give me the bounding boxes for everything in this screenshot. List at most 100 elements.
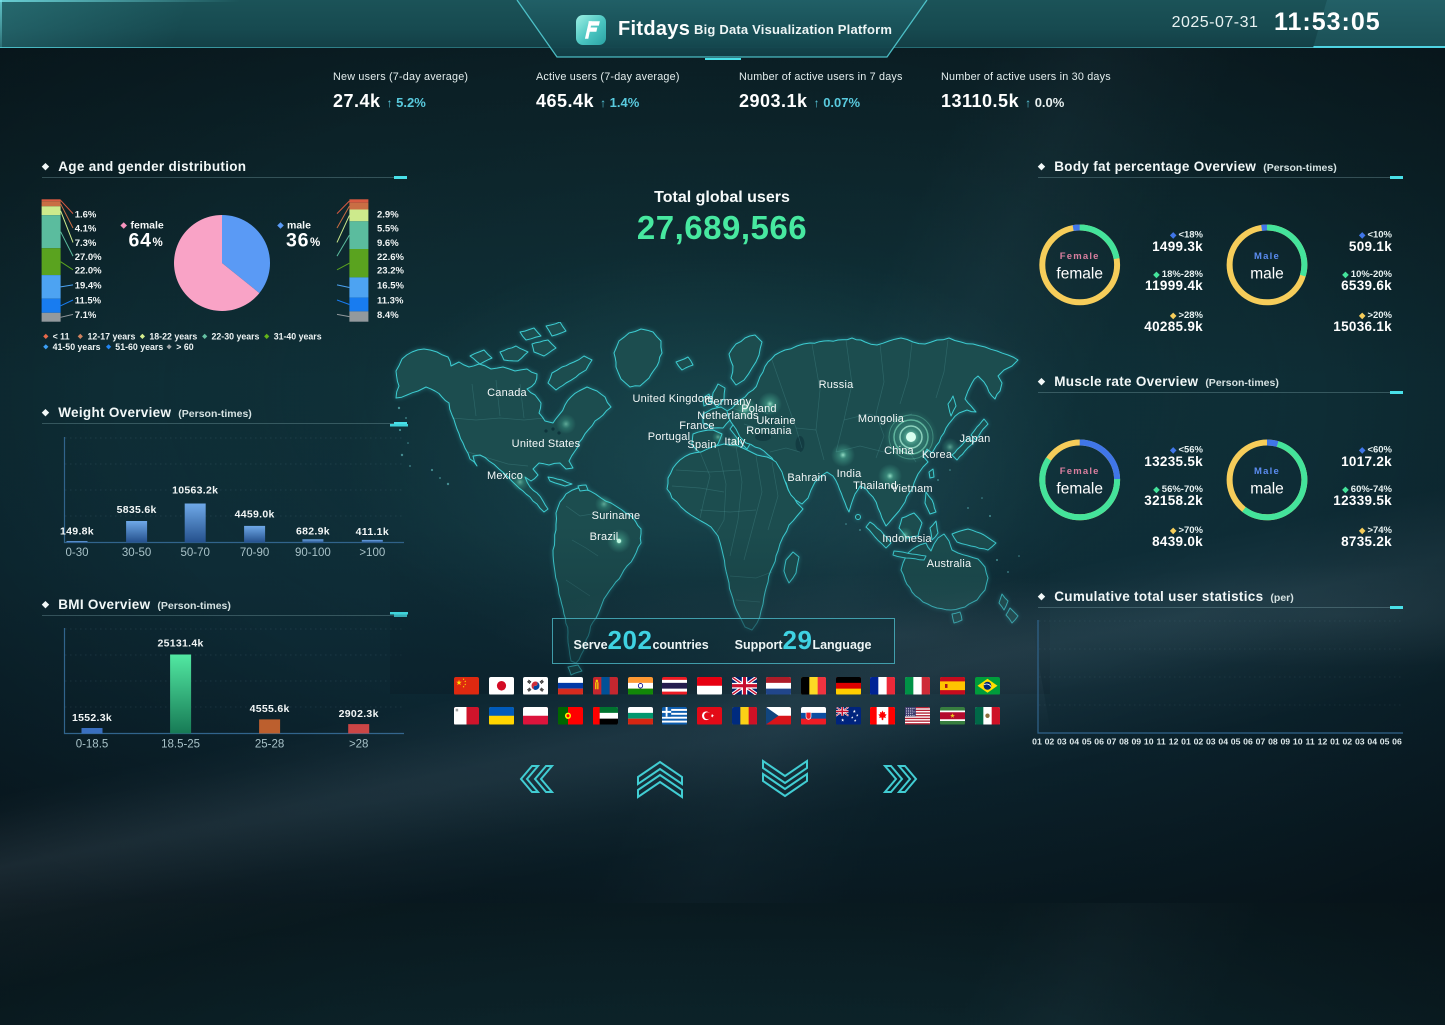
svg-text:Male: Male — [1254, 466, 1280, 477]
svg-text:8439.0k: 8439.0k — [1152, 534, 1203, 549]
svg-text:4.1%: 4.1% — [75, 224, 97, 235]
svg-text:509.1k: 509.1k — [1349, 239, 1392, 254]
svg-text:6539.6k: 6539.6k — [1341, 278, 1392, 293]
svg-text:02: 02 — [1342, 737, 1352, 747]
svg-text:>100: >100 — [359, 547, 385, 559]
svg-text:>28: >28 — [349, 739, 369, 751]
svg-text:male: male — [287, 220, 311, 232]
svg-text:Mongolia: Mongolia — [858, 413, 905, 425]
svg-text:40285.9k: 40285.9k — [1144, 319, 1203, 334]
svg-text:◆ 56%-70%: ◆ 56%-70% — [1152, 484, 1203, 495]
svg-text:Indonesia: Indonesia — [882, 533, 932, 545]
svg-text:41-50 years: 41-50 years — [53, 342, 101, 352]
svg-text:06: 06 — [1392, 737, 1402, 747]
svg-text:12339.5k: 12339.5k — [1333, 493, 1392, 508]
svg-text:Bahrain: Bahrain — [787, 472, 826, 484]
svg-text:30-50: 30-50 — [122, 547, 151, 559]
svg-text:male: male — [1250, 480, 1284, 497]
svg-text:13235.5k: 13235.5k — [1144, 454, 1203, 469]
svg-text:Australia: Australia — [927, 558, 972, 570]
svg-text:5.5%: 5.5% — [377, 224, 399, 235]
svg-text:Spain: Spain — [687, 439, 716, 451]
svg-text:1499.3k: 1499.3k — [1152, 239, 1203, 254]
svg-text:411.1k: 411.1k — [356, 526, 389, 538]
svg-text:51-60 years: 51-60 years — [115, 342, 163, 352]
svg-text:female: female — [1056, 480, 1103, 497]
svg-text:22-30 years: 22-30 years — [212, 332, 260, 342]
svg-text:◆ 18%-28%: ◆ 18%-28% — [1152, 269, 1203, 280]
svg-text:Ukraine: Ukraine — [756, 415, 795, 427]
svg-text:01: 01 — [1032, 737, 1042, 747]
svg-text:22.0%: 22.0% — [75, 266, 102, 277]
svg-text:10: 10 — [1144, 737, 1154, 747]
svg-text:◆ >20%: ◆ >20% — [1358, 310, 1392, 321]
svg-text:05: 05 — [1380, 737, 1390, 747]
svg-text:11.3%: 11.3% — [377, 296, 404, 307]
svg-text:◆ <56%: ◆ <56% — [1169, 444, 1203, 455]
svg-text:Suriname: Suriname — [592, 510, 641, 522]
svg-text:1552.3k: 1552.3k — [72, 712, 112, 724]
svg-text:4555.6k: 4555.6k — [250, 703, 290, 715]
svg-text:4459.0k: 4459.0k — [235, 509, 275, 521]
svg-text:◆ >74%: ◆ >74% — [1358, 525, 1392, 536]
svg-text:1017.2k: 1017.2k — [1341, 454, 1392, 469]
svg-text:23.2%: 23.2% — [377, 266, 404, 277]
svg-text:11.5%: 11.5% — [75, 296, 102, 307]
svg-text:02: 02 — [1045, 737, 1055, 747]
svg-text:Mexico: Mexico — [487, 470, 523, 482]
svg-text:1.6%: 1.6% — [75, 209, 97, 220]
svg-text:United States: United States — [512, 438, 581, 450]
svg-text:Female: Female — [1060, 466, 1100, 477]
svg-text:Italy: Italy — [724, 436, 745, 448]
svg-text:Canada: Canada — [487, 387, 527, 399]
svg-text:◆ >70%: ◆ >70% — [1169, 525, 1203, 536]
svg-text:08: 08 — [1119, 737, 1129, 747]
svg-text:22.6%: 22.6% — [377, 252, 404, 263]
svg-text:Germany: Germany — [705, 396, 752, 408]
svg-text:12: 12 — [1318, 737, 1328, 747]
svg-text:15036.1k: 15036.1k — [1333, 319, 1392, 334]
svg-text:03: 03 — [1355, 737, 1365, 747]
svg-text:04: 04 — [1367, 737, 1377, 747]
svg-text:Netherlands: Netherlands — [697, 410, 759, 422]
svg-text:12-17 years: 12-17 years — [88, 332, 136, 342]
svg-text:8735.2k: 8735.2k — [1341, 534, 1392, 549]
svg-text:5835.6k: 5835.6k — [117, 504, 157, 516]
svg-text:India: India — [837, 468, 863, 480]
svg-text:18.5-25: 18.5-25 — [161, 739, 200, 751]
svg-text:2.9%: 2.9% — [377, 209, 399, 220]
svg-text:07: 07 — [1107, 737, 1117, 747]
svg-text:11: 11 — [1306, 737, 1315, 747]
svg-text:27.0%: 27.0% — [75, 252, 102, 263]
svg-text:06: 06 — [1243, 737, 1253, 747]
svg-text:◆ 60%-74%: ◆ 60%-74% — [1341, 484, 1392, 495]
svg-text:09: 09 — [1280, 737, 1290, 747]
svg-text:09: 09 — [1131, 737, 1141, 747]
svg-text:12: 12 — [1169, 737, 1179, 747]
svg-text:Thailand: Thailand — [853, 480, 897, 492]
svg-text:male: male — [1250, 265, 1284, 282]
svg-text:64: 64 — [129, 230, 152, 252]
svg-text:◆ <18%: ◆ <18% — [1169, 229, 1203, 240]
svg-text:%: % — [310, 237, 320, 249]
svg-text:18-22 years: 18-22 years — [149, 332, 197, 342]
svg-text:◆ 10%-20%: ◆ 10%-20% — [1341, 269, 1392, 280]
svg-text:16.5%: 16.5% — [377, 281, 404, 292]
svg-text:10: 10 — [1293, 737, 1303, 747]
svg-text:7.1%: 7.1% — [75, 310, 97, 321]
svg-text:10563.2k: 10563.2k — [172, 485, 218, 497]
svg-text:Romania: Romania — [746, 425, 792, 437]
svg-text:female: female — [131, 220, 164, 232]
svg-text:2902.3k: 2902.3k — [339, 708, 379, 720]
svg-text:0-18.5: 0-18.5 — [76, 739, 109, 751]
svg-text:25131.4k: 25131.4k — [157, 638, 203, 650]
svg-text:Korea: Korea — [922, 449, 953, 461]
svg-text:Japan: Japan — [960, 433, 991, 445]
svg-text:05: 05 — [1231, 737, 1241, 747]
svg-text:03: 03 — [1057, 737, 1067, 747]
svg-text:Female: Female — [1060, 251, 1100, 262]
svg-text:25-28: 25-28 — [255, 739, 284, 751]
svg-text:682.9k: 682.9k — [296, 526, 330, 538]
svg-text:149.8k: 149.8k — [60, 526, 94, 538]
svg-text:Russia: Russia — [819, 379, 855, 391]
